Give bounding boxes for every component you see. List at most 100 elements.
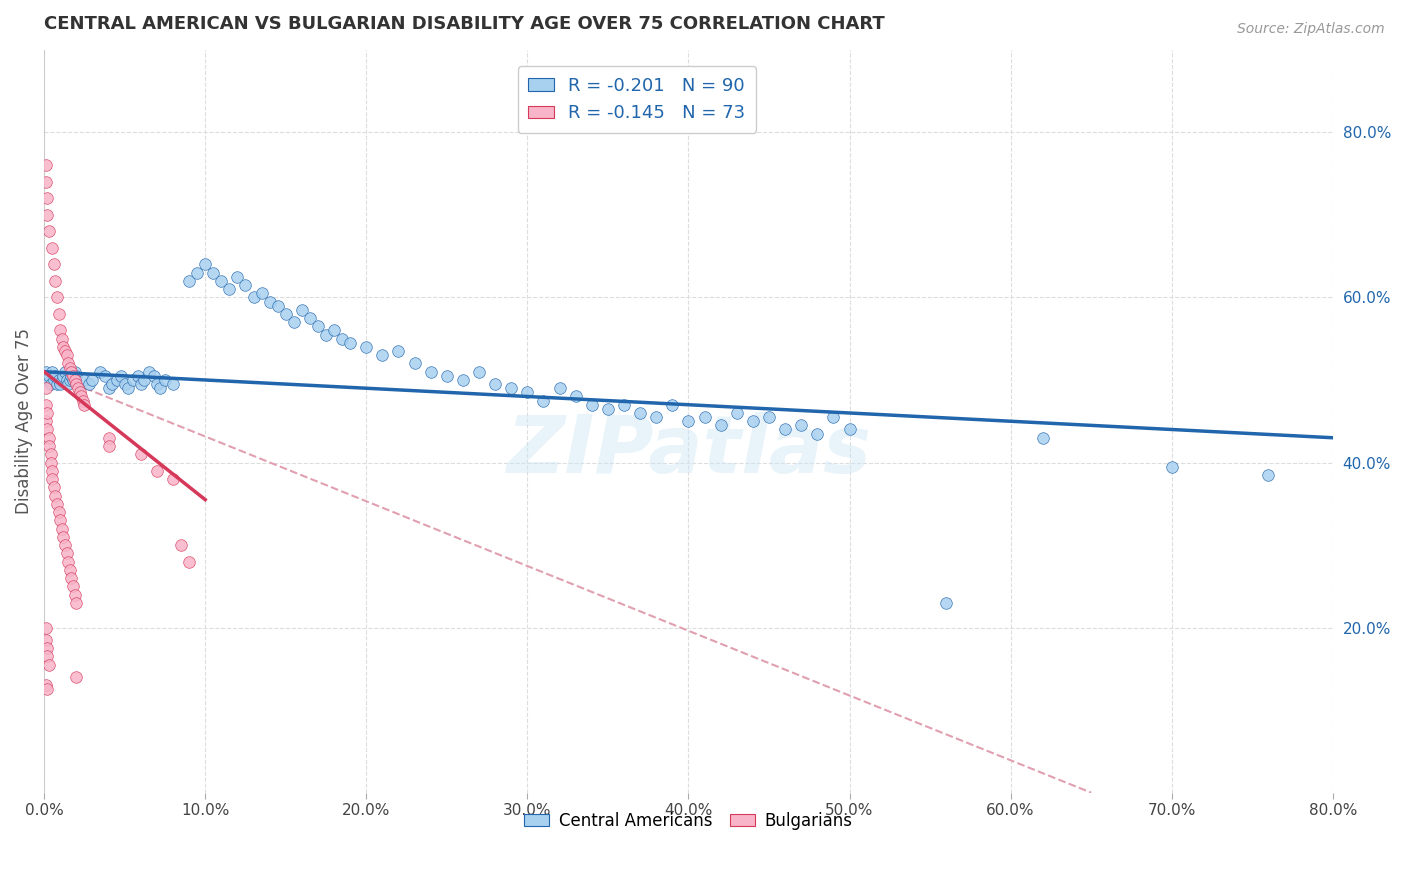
Point — [42, 480, 65, 494]
Point — [935, 596, 957, 610]
Point — [645, 410, 668, 425]
Point — [242, 290, 264, 304]
Point — [628, 406, 651, 420]
Point — [82, 373, 104, 387]
Point — [35, 398, 58, 412]
Point — [38, 439, 60, 453]
Point — [451, 373, 474, 387]
Point — [65, 596, 87, 610]
Point — [186, 266, 208, 280]
Point — [55, 373, 77, 387]
Point — [202, 266, 225, 280]
Point — [65, 377, 87, 392]
Point — [97, 439, 120, 453]
Point — [806, 426, 828, 441]
Point — [58, 356, 80, 370]
Point — [41, 472, 63, 486]
Point — [52, 530, 75, 544]
Point — [710, 418, 733, 433]
Point — [35, 175, 58, 189]
Point — [37, 406, 59, 420]
Point — [49, 323, 72, 337]
Point — [46, 497, 69, 511]
Point — [121, 373, 143, 387]
Point — [55, 546, 77, 560]
Point — [149, 381, 172, 395]
Point — [138, 365, 160, 379]
Point — [37, 422, 59, 436]
Point — [613, 398, 636, 412]
Point — [339, 335, 361, 350]
Point — [48, 505, 70, 519]
Point — [1032, 431, 1054, 445]
Point — [69, 385, 91, 400]
Point — [548, 381, 571, 395]
Point — [35, 632, 58, 647]
Text: CENTRAL AMERICAN VS BULGARIAN DISABILITY AGE OVER 75 CORRELATION CHART: CENTRAL AMERICAN VS BULGARIAN DISABILITY… — [44, 15, 884, 33]
Point — [129, 377, 152, 392]
Point — [38, 224, 60, 238]
Point — [266, 299, 288, 313]
Point — [501, 381, 523, 395]
Point — [330, 332, 353, 346]
Point — [419, 365, 441, 379]
Point — [235, 278, 257, 293]
Point — [66, 381, 89, 395]
Point — [484, 377, 506, 392]
Point — [142, 368, 165, 383]
Point — [274, 307, 297, 321]
Point — [725, 406, 748, 420]
Point — [218, 282, 240, 296]
Point — [49, 377, 72, 392]
Point — [37, 649, 59, 664]
Point — [35, 365, 58, 379]
Point — [37, 373, 59, 387]
Point — [58, 377, 80, 392]
Point — [35, 621, 58, 635]
Point — [38, 368, 60, 383]
Text: ZIPatlas: ZIPatlas — [506, 412, 870, 490]
Point — [48, 373, 70, 387]
Point — [823, 410, 845, 425]
Point — [291, 302, 314, 317]
Point — [773, 422, 796, 436]
Point — [35, 414, 58, 428]
Point — [60, 365, 83, 379]
Point — [153, 373, 176, 387]
Point — [55, 348, 77, 362]
Point — [533, 393, 555, 408]
Point — [60, 571, 83, 585]
Point — [51, 373, 73, 387]
Point — [65, 670, 87, 684]
Point — [51, 332, 73, 346]
Point — [39, 377, 62, 392]
Point — [97, 431, 120, 445]
Point — [114, 377, 136, 392]
Point — [250, 286, 273, 301]
Point — [41, 365, 63, 379]
Point — [127, 368, 149, 383]
Point — [62, 368, 84, 383]
Point — [162, 472, 184, 486]
Point — [60, 368, 83, 383]
Point — [132, 373, 155, 387]
Point — [37, 191, 59, 205]
Point — [62, 579, 84, 593]
Point — [39, 456, 62, 470]
Point — [117, 381, 139, 395]
Point — [468, 365, 491, 379]
Point — [73, 373, 96, 387]
Point — [678, 414, 700, 428]
Point — [41, 464, 63, 478]
Point — [51, 522, 73, 536]
Text: Source: ZipAtlas.com: Source: ZipAtlas.com — [1237, 22, 1385, 37]
Point — [70, 389, 93, 403]
Point — [72, 393, 94, 408]
Point — [37, 682, 59, 697]
Point — [298, 311, 321, 326]
Point — [307, 319, 329, 334]
Point — [44, 489, 66, 503]
Point — [596, 401, 619, 416]
Point — [1257, 467, 1279, 482]
Point — [146, 464, 169, 478]
